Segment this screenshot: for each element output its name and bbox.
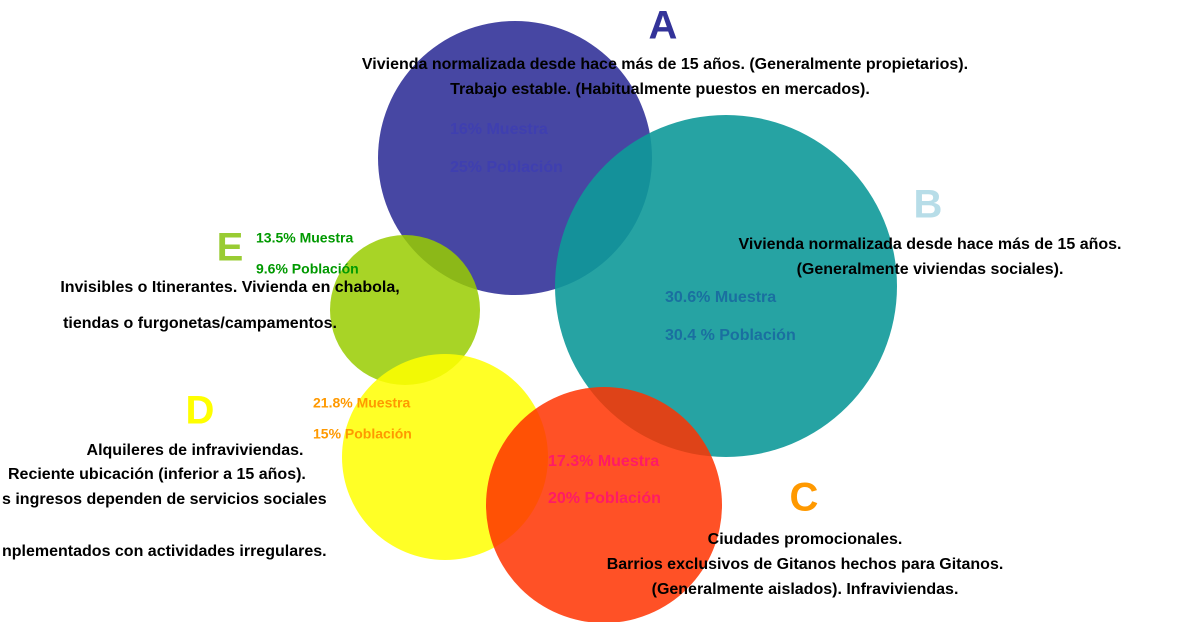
- poblacion: 9.6% Población: [256, 261, 359, 277]
- poblacion: 30.4 % Población: [665, 327, 796, 344]
- poblacion: 20% Población: [548, 490, 661, 507]
- description: Invisibles o Itinerantes. Vivienda en ch…: [60, 279, 399, 296]
- description: (Generalmente viviendas sociales).: [797, 261, 1064, 278]
- circle-b: [555, 115, 897, 457]
- circle-e: [330, 235, 480, 385]
- muestra: 21.8% Muestra: [313, 395, 410, 411]
- description: nplementados con actividades irregulares…: [2, 543, 327, 560]
- description: Vivienda normalizada desde hace más de 1…: [739, 236, 1122, 253]
- circle-c: [486, 387, 722, 622]
- description: s ingresos dependen de servicios sociale…: [2, 491, 327, 508]
- letter: B: [914, 183, 943, 227]
- muestra: 17.3% Muestra: [548, 453, 659, 470]
- letter: C: [790, 476, 819, 520]
- letter: A: [649, 4, 678, 48]
- muestra: 16% Muestra: [450, 121, 548, 138]
- muestra: 13.5% Muestra: [256, 230, 353, 246]
- poblacion: 15% Población: [313, 426, 412, 442]
- description: Reciente ubicación (inferior a 15 años).: [8, 466, 306, 483]
- description: Vivienda normalizada desde hace más de 1…: [362, 56, 968, 73]
- description: Ciudades promocionales.: [708, 531, 903, 548]
- poblacion: 25% Población: [450, 159, 563, 176]
- muestra: 30.6% Muestra: [665, 289, 776, 306]
- description: Alquileres de infraviviendas.: [87, 442, 304, 459]
- description: (Generalmente aislados). Infraviviendas.: [652, 581, 959, 598]
- letter: E: [217, 226, 244, 270]
- letter: D: [186, 389, 215, 433]
- description: tiendas o furgonetas/campamentos.: [63, 315, 337, 332]
- description: Barrios exclusivos de Gitanos hechos par…: [607, 556, 1004, 573]
- description: Trabajo estable. (Habitualmente puestos …: [450, 81, 870, 98]
